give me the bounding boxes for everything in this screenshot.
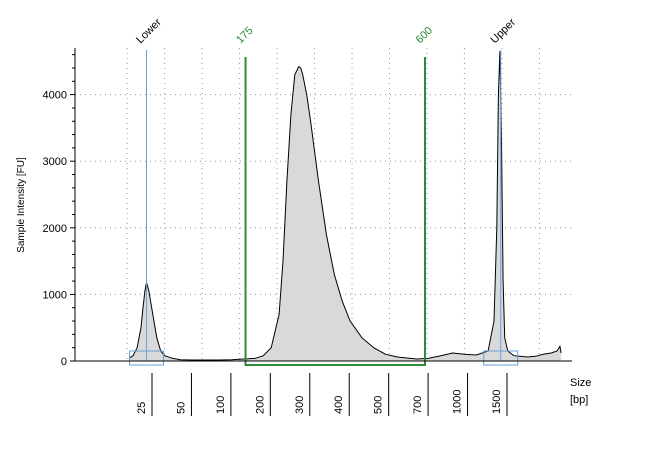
y-axis-label: Sample Intensity [FU] [16, 157, 27, 253]
x-tick-label: 1500 [491, 390, 503, 414]
y-ticks: 0 1000 2000 3000 4000 [43, 54, 75, 368]
y-tick-label: 3000 [43, 156, 67, 168]
lower-marker-box [129, 350, 165, 366]
x-axis-label-size: Size [570, 377, 591, 389]
upper-marker-label: Upper [488, 16, 518, 46]
x-tick-label: 500 [373, 396, 385, 414]
x-tick-label: 1000 [452, 390, 464, 414]
y-tick-label: 2000 [43, 223, 67, 235]
x-axis-label-unit: [bp] [570, 394, 588, 406]
y-tick-label: 0 [61, 356, 67, 368]
x-tick-label: 200 [254, 396, 266, 414]
y-tick-label: 1000 [43, 289, 67, 301]
x-ticks: 25 50 100 200 300 400 500 700 1000 1500 [136, 373, 508, 416]
upper-marker-box [483, 350, 519, 366]
trace-fill [129, 51, 562, 362]
region-end-label: 600 [414, 25, 435, 46]
x-tick-label: 700 [412, 396, 424, 414]
trace-line [128, 51, 562, 361]
x-tick-label: 300 [294, 396, 306, 414]
x-tick-label: 100 [215, 396, 227, 414]
x-tick-label: 400 [333, 396, 345, 414]
region-start-label: 175 [234, 25, 255, 46]
lower-marker-label: Lower [134, 16, 164, 46]
x-tick-label: 50 [175, 402, 187, 414]
y-tick-label: 4000 [43, 90, 67, 102]
trace-area [128, 51, 562, 362]
axes [74, 48, 572, 362]
x-tick-label: 25 [136, 402, 148, 414]
